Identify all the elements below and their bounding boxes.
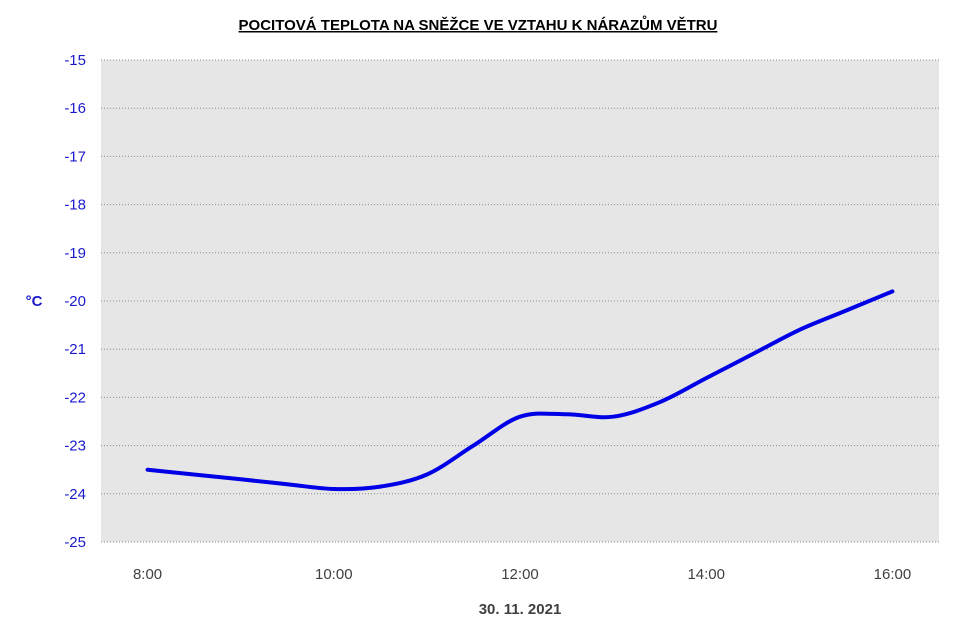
x-tick-label: 10:00: [315, 566, 353, 583]
x-tick-label: 16:00: [874, 566, 912, 583]
y-tick-label: -22: [64, 389, 86, 406]
y-tick-label: -18: [64, 197, 86, 214]
y-axis-ticks: -15 -16 -17 -18 -19 -20 -21 -22 -23 -24 -25: [64, 52, 86, 551]
y-tick-label: -20: [64, 293, 86, 310]
y-tick-label: -16: [64, 100, 86, 117]
y-tick-label: -15: [64, 52, 86, 69]
series-line: [145, 289, 895, 492]
x-tick-label: 12:00: [501, 566, 539, 583]
y-tick-label: -23: [64, 438, 86, 455]
y-tick-label: -25: [64, 534, 86, 551]
x-tick-label: 8:00: [133, 566, 162, 583]
y-tick-label: -17: [64, 148, 86, 165]
chart-title: POCITOVÁ TEPLOTA NA SNĚŽCE VE VZTAHU K N…: [239, 15, 718, 34]
y-tick-label: -24: [64, 486, 86, 503]
y-tick-label: -21: [64, 341, 86, 358]
x-tick-label: 14:00: [687, 566, 725, 583]
plot-area: [101, 60, 939, 542]
x-axis-label: 30. 11. 2021: [479, 601, 562, 618]
y-tick-label: -19: [64, 245, 86, 262]
y-axis-label: °C: [26, 293, 43, 310]
x-axis-ticks: 8:00 10:00 12:00 14:00 16:00: [133, 566, 911, 583]
